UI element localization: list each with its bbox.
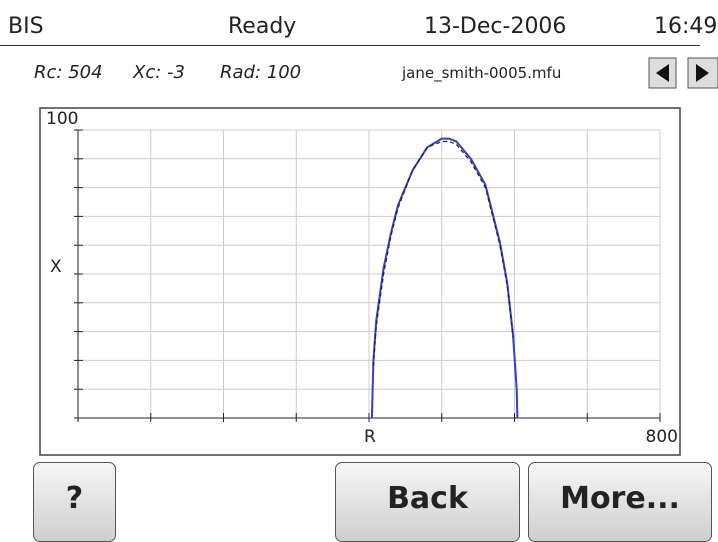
y-axis-label: X <box>50 257 62 277</box>
x-axis-label: R <box>364 427 376 447</box>
file-name: jane_smith-0005.mfu <box>402 64 562 82</box>
help-button[interactable]: ? <box>33 462 116 542</box>
xc: Xc: -3 <box>133 62 185 83</box>
curve <box>372 140 514 367</box>
rad: Rad: 100 <box>220 62 302 83</box>
more-button[interactable]: More... <box>528 462 712 542</box>
curve <box>370 137 519 419</box>
divider <box>0 45 700 46</box>
back-button[interactable]: Back <box>335 462 520 542</box>
time: 16:49 <box>654 14 718 39</box>
x-tick-label: 800 <box>646 427 678 447</box>
file-nav[interactable] <box>646 56 718 90</box>
prev-arrow <box>656 64 669 82</box>
chart: 100 800 R X <box>39 107 681 456</box>
plot-frame <box>39 107 681 456</box>
rc: Rc: 504 <box>34 62 103 83</box>
next-arrow <box>696 64 709 82</box>
status: Ready <box>228 14 297 39</box>
app-name: BIS <box>8 14 44 39</box>
y-tick-label: 100 <box>46 109 78 129</box>
date: 13-Dec-2006 <box>424 14 567 39</box>
